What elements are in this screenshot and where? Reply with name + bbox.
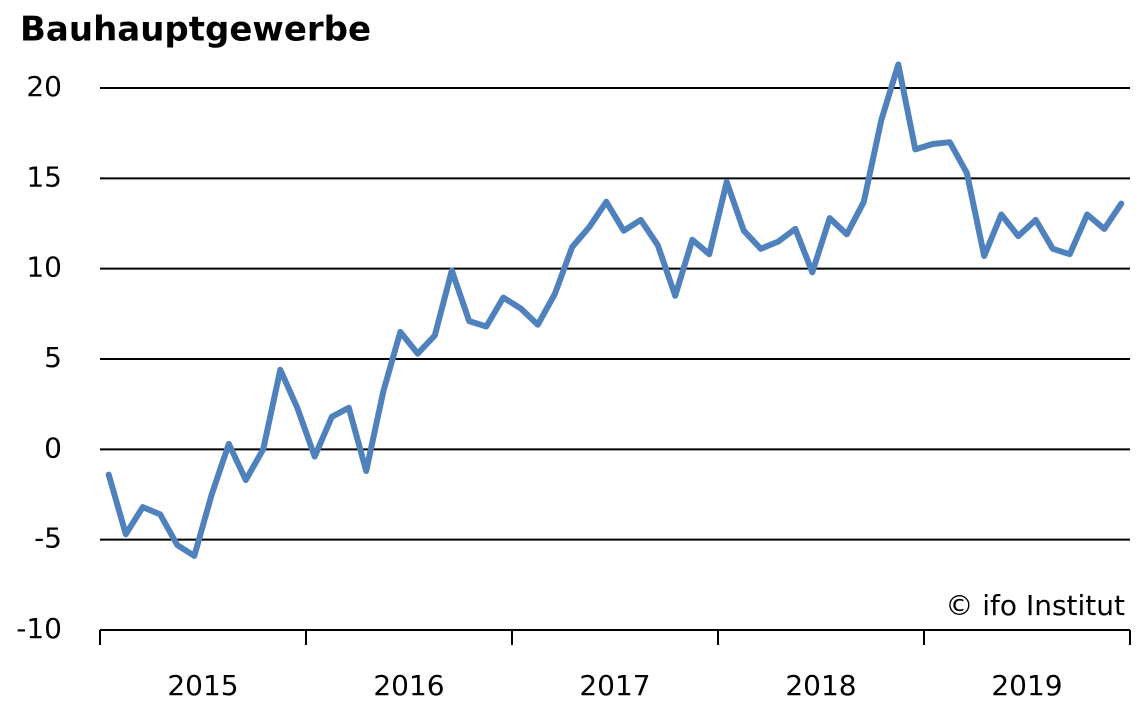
x-tick-label: 2016 [373, 669, 444, 702]
chart-title: Bauhauptgewerbe [20, 10, 371, 50]
y-tick-label: 10 [26, 251, 62, 284]
y-tick-label: 0 [44, 431, 62, 464]
y-tick-label: -10 [16, 612, 62, 645]
x-tick-label: 2019 [991, 669, 1062, 702]
annotation: © ifo Institut [945, 589, 1125, 622]
y-tick-label: 20 [26, 70, 62, 103]
y-tick-label: 5 [44, 341, 62, 374]
y-tick-label: 15 [26, 160, 62, 193]
data-line [105, 61, 1125, 559]
x-tick-label: 2017 [579, 669, 650, 702]
x-tick-label: 2015 [167, 669, 238, 702]
x-tick-label: 2018 [785, 669, 856, 702]
y-tick-label: -5 [34, 522, 62, 555]
